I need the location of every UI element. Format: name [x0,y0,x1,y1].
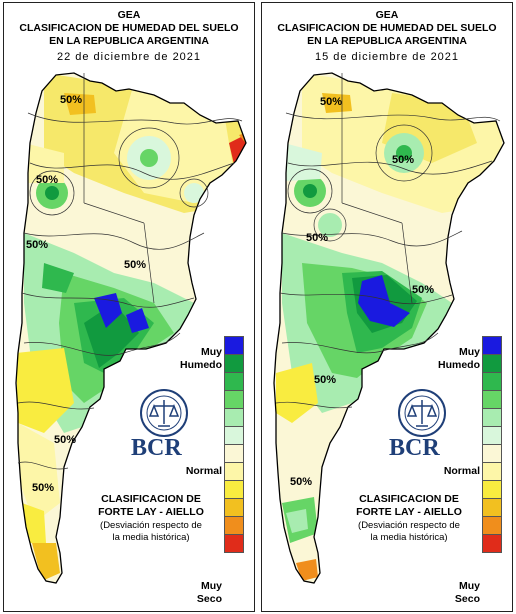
legend-swatch [482,462,502,481]
color-legend [482,336,502,553]
header-title: CLASIFICACION DE HUMEDAD DEL SUELO [19,22,239,34]
contour-label: 50% [36,174,58,186]
legend-label-muy-seco: Muy Seco [196,580,222,605]
legend-swatch [482,516,502,535]
header-subtitle: EN LA REPUBLICA ARGENTINA [307,35,467,47]
legend-label-normal: Normal [443,465,480,477]
contour-label: 50% [26,239,48,251]
legend-swatch [224,462,244,481]
soil-moisture-map-left: 50% 50% 50% 50% 50% 50% [15,72,247,584]
contour-label: 50% [314,374,336,386]
legend-swatch [224,426,244,445]
legend-swatch [482,354,502,373]
legend-swatch [482,480,502,499]
legend-swatch [224,336,244,355]
bcr-logo-text: BCR [131,435,182,461]
legend-swatch [224,516,244,535]
header-subtitle: EN LA REPUBLICA ARGENTINA [49,35,209,47]
legend-swatch [482,426,502,445]
bcr-logo-text: BCR [389,435,440,461]
legend-swatch [224,480,244,499]
legend-swatch [224,498,244,517]
legend-swatch [482,372,502,391]
header-title: CLASIFICACION DE HUMEDAD DEL SUELO [277,22,497,34]
contour-label: 50% [290,476,312,488]
soil-moisture-map-right: 50% 50% 50% 50% 50% 50% [273,72,505,584]
map-panel-right: 50% 50% 50% 50% 50% 50% GEA CLASIFICACIO… [261,2,513,612]
map-date: 22 de diciembre de 2021 [56,51,202,63]
legend-label-muy-humedo: Muy Humedo [438,346,480,371]
contour-label: 50% [412,284,434,296]
legend-swatch [224,534,244,553]
legend-swatch [482,444,502,463]
classification-subtitle: (Desviación respecto de la media históri… [358,520,460,543]
contour-label: 50% [124,259,146,271]
map-panel-left: 50% 50% 50% 50% 50% 50% GEA CLASIFICACIO… [3,2,255,612]
legend-swatch [482,336,502,355]
header-gea: GEA [117,9,141,21]
contour-label: 50% [306,232,328,244]
legend-swatch [224,390,244,409]
contour-label: 50% [320,96,342,108]
contour-label: 50% [54,434,76,446]
legend-label-muy-seco: Muy Seco [454,580,480,605]
bcr-seal-logo [398,389,446,437]
classification-title: CLASIFICACION DE FORTE LAY - AIELLO [356,493,462,518]
legend-swatch [482,534,502,553]
legend-label-muy-humedo: Muy Humedo [180,346,222,371]
contour-label: 50% [32,482,54,494]
classification-subtitle: (Desviación respecto de la media históri… [100,520,202,543]
legend-swatch [224,444,244,463]
bcr-seal-logo [140,389,188,437]
legend-label-normal: Normal [185,465,222,477]
legend-swatch [482,498,502,517]
legend-swatch [224,408,244,427]
contour-label: 50% [60,94,82,106]
legend-swatch [224,354,244,373]
map-date: 15 de diciembre de 2021 [314,51,460,63]
contour-label: 50% [392,154,414,166]
classification-title: CLASIFICACION DE FORTE LAY - AIELLO [98,493,204,518]
header-gea: GEA [375,9,399,21]
legend-swatch [224,372,244,391]
color-legend [224,336,244,553]
legend-swatch [482,408,502,427]
legend-swatch [482,390,502,409]
